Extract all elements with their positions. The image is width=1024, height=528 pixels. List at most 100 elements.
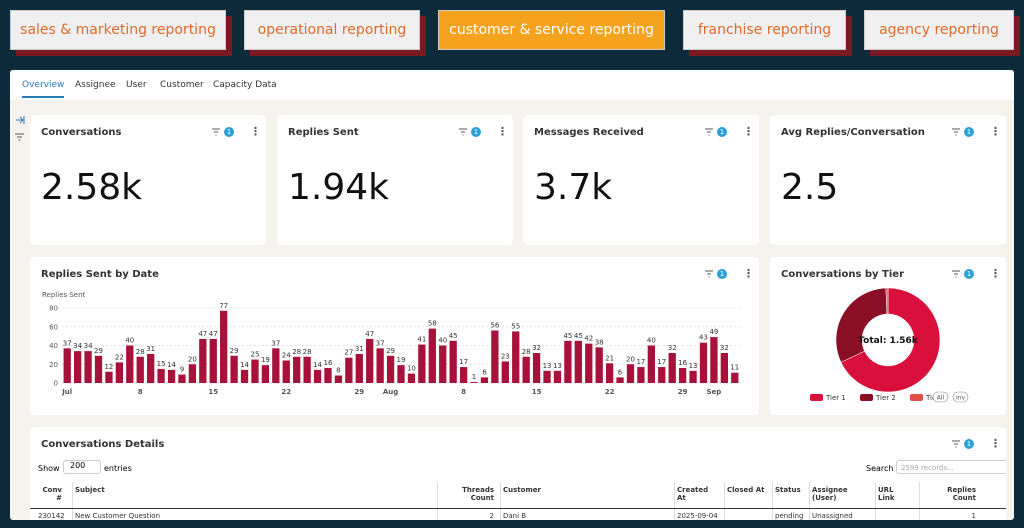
- bar: [585, 343, 593, 383]
- show-label: Show: [38, 464, 60, 473]
- bar: [240, 369, 249, 383]
- column-header[interactable]: Subject: [75, 486, 105, 494]
- legend-button[interactable]: [932, 391, 949, 403]
- data-label: 34: [73, 342, 82, 350]
- column-header[interactable]: URL Link: [878, 486, 895, 502]
- table-cell: 230142: [38, 512, 65, 520]
- filter-icon[interactable]: [951, 439, 961, 449]
- menu-dots[interactable]: ⋮: [990, 267, 1001, 280]
- data-label: 77: [219, 302, 228, 310]
- legend-swatch: [860, 394, 873, 401]
- column-header[interactable]: Conv #: [42, 486, 63, 502]
- dashboard: Overview Assignee User Customer Capacity Dat…: [10, 70, 1014, 520]
- bar: [605, 363, 614, 383]
- bar: [115, 362, 124, 383]
- x-tick-label: 22: [605, 388, 615, 396]
- data-label: 37: [63, 339, 72, 347]
- column-separator: [724, 482, 725, 520]
- data-label: 32: [532, 344, 541, 352]
- data-label: 56: [490, 322, 499, 330]
- tab[interactable]: User: [126, 80, 147, 90]
- table-cell: Dani B: [503, 512, 527, 520]
- bar: [178, 374, 186, 383]
- menu-dots[interactable]: ⋮: [250, 125, 261, 138]
- data-label: 45: [574, 332, 583, 340]
- nav-button[interactable]: operational reporting: [244, 10, 420, 50]
- column-separator: [875, 482, 876, 520]
- nav-button[interactable]: customer & service reporting: [438, 10, 665, 50]
- data-label: 11: [730, 364, 739, 372]
- bar: [449, 340, 457, 383]
- tab[interactable]: Customer: [160, 80, 204, 90]
- menu-dots[interactable]: ⋮: [743, 267, 754, 280]
- data-label: 28: [303, 348, 312, 356]
- search-input[interactable]: 2599 records...: [896, 460, 1006, 474]
- card-title: Replies Sent by Date: [41, 269, 159, 280]
- data-label: 34: [84, 342, 93, 350]
- bar: [678, 368, 687, 383]
- data-label: 29: [94, 347, 103, 355]
- search-label: Search: [866, 464, 894, 473]
- data-label: 45: [563, 332, 572, 340]
- data-label: 43: [699, 334, 708, 342]
- data-label: 37: [271, 339, 280, 347]
- tab[interactable]: Overview: [22, 80, 65, 98]
- filter-icon[interactable]: [704, 127, 714, 137]
- donut-slice: [840, 287, 941, 393]
- filter-icon[interactable]: [951, 269, 961, 279]
- data-label: 14: [313, 361, 322, 369]
- kpi-card: Avg Replies/Conversation 1 ⋮ 2.5: [770, 115, 1006, 245]
- column-header[interactable]: Customer: [503, 486, 541, 494]
- table-cell: 2: [489, 512, 494, 520]
- data-label: 17: [459, 358, 468, 366]
- data-label: 32: [720, 344, 729, 352]
- filter-badge: 1: [717, 269, 727, 279]
- column-header[interactable]: Status: [775, 486, 801, 494]
- data-label: 55: [511, 322, 520, 330]
- column-header[interactable]: Closed At: [727, 486, 765, 494]
- legend-button[interactable]: [952, 391, 969, 403]
- data-label: 40: [438, 337, 447, 345]
- bar: [73, 351, 82, 383]
- column-header[interactable]: Assignee (User): [812, 486, 848, 502]
- menu-dots[interactable]: ⋮: [497, 125, 508, 138]
- bar: [480, 377, 489, 383]
- table-cell: New Customer Question: [75, 512, 161, 520]
- data-label: 16: [678, 359, 687, 367]
- filter-icon[interactable]: [458, 127, 468, 137]
- menu-dots[interactable]: ⋮: [990, 437, 1001, 450]
- bar-chart-card: Replies Sent by Date 1 ⋮ Replies Sent 0 20 40 6…: [30, 257, 759, 415]
- page-size-select[interactable]: 200: [63, 460, 101, 474]
- table-cell: 2025-09-04: [677, 512, 718, 520]
- legend-label: Tier 1: [825, 394, 846, 402]
- menu-dots[interactable]: ⋮: [743, 125, 754, 138]
- filter-icon[interactable]: [211, 127, 221, 137]
- column-header[interactable]: Replies Count: [947, 486, 976, 502]
- filter-icon[interactable]: [951, 127, 961, 137]
- bar: [199, 338, 207, 383]
- filter-icon[interactable]: [704, 269, 714, 279]
- bar: [386, 355, 395, 383]
- x-tick-label: 29: [678, 388, 688, 396]
- nav-button[interactable]: sales & marketing reporting: [10, 10, 226, 50]
- bar: [522, 356, 530, 383]
- tab[interactable]: Assignee: [75, 80, 116, 90]
- filter-shape: [212, 128, 220, 136]
- column-header[interactable]: Threads Count: [462, 486, 494, 502]
- bar: [564, 340, 572, 383]
- kpi-value: 2.5: [781, 167, 839, 208]
- nav-button[interactable]: franchise reporting: [683, 10, 846, 50]
- data-label: 38: [595, 338, 604, 346]
- menu-dots[interactable]: ⋮: [990, 125, 1001, 138]
- bar: [532, 353, 541, 383]
- bar: [470, 382, 478, 383]
- bar: [553, 370, 562, 383]
- legend-label: Tier 2: [875, 394, 896, 402]
- column-header[interactable]: Created At: [677, 486, 709, 502]
- x-tick-label: 8: [138, 388, 143, 396]
- filter-badge: 1: [964, 269, 974, 279]
- table-cell: 1: [971, 512, 976, 520]
- nav-button[interactable]: agency reporting: [864, 10, 1014, 50]
- tab[interactable]: Capacity Data: [213, 80, 277, 90]
- data-label: 41: [417, 336, 426, 344]
